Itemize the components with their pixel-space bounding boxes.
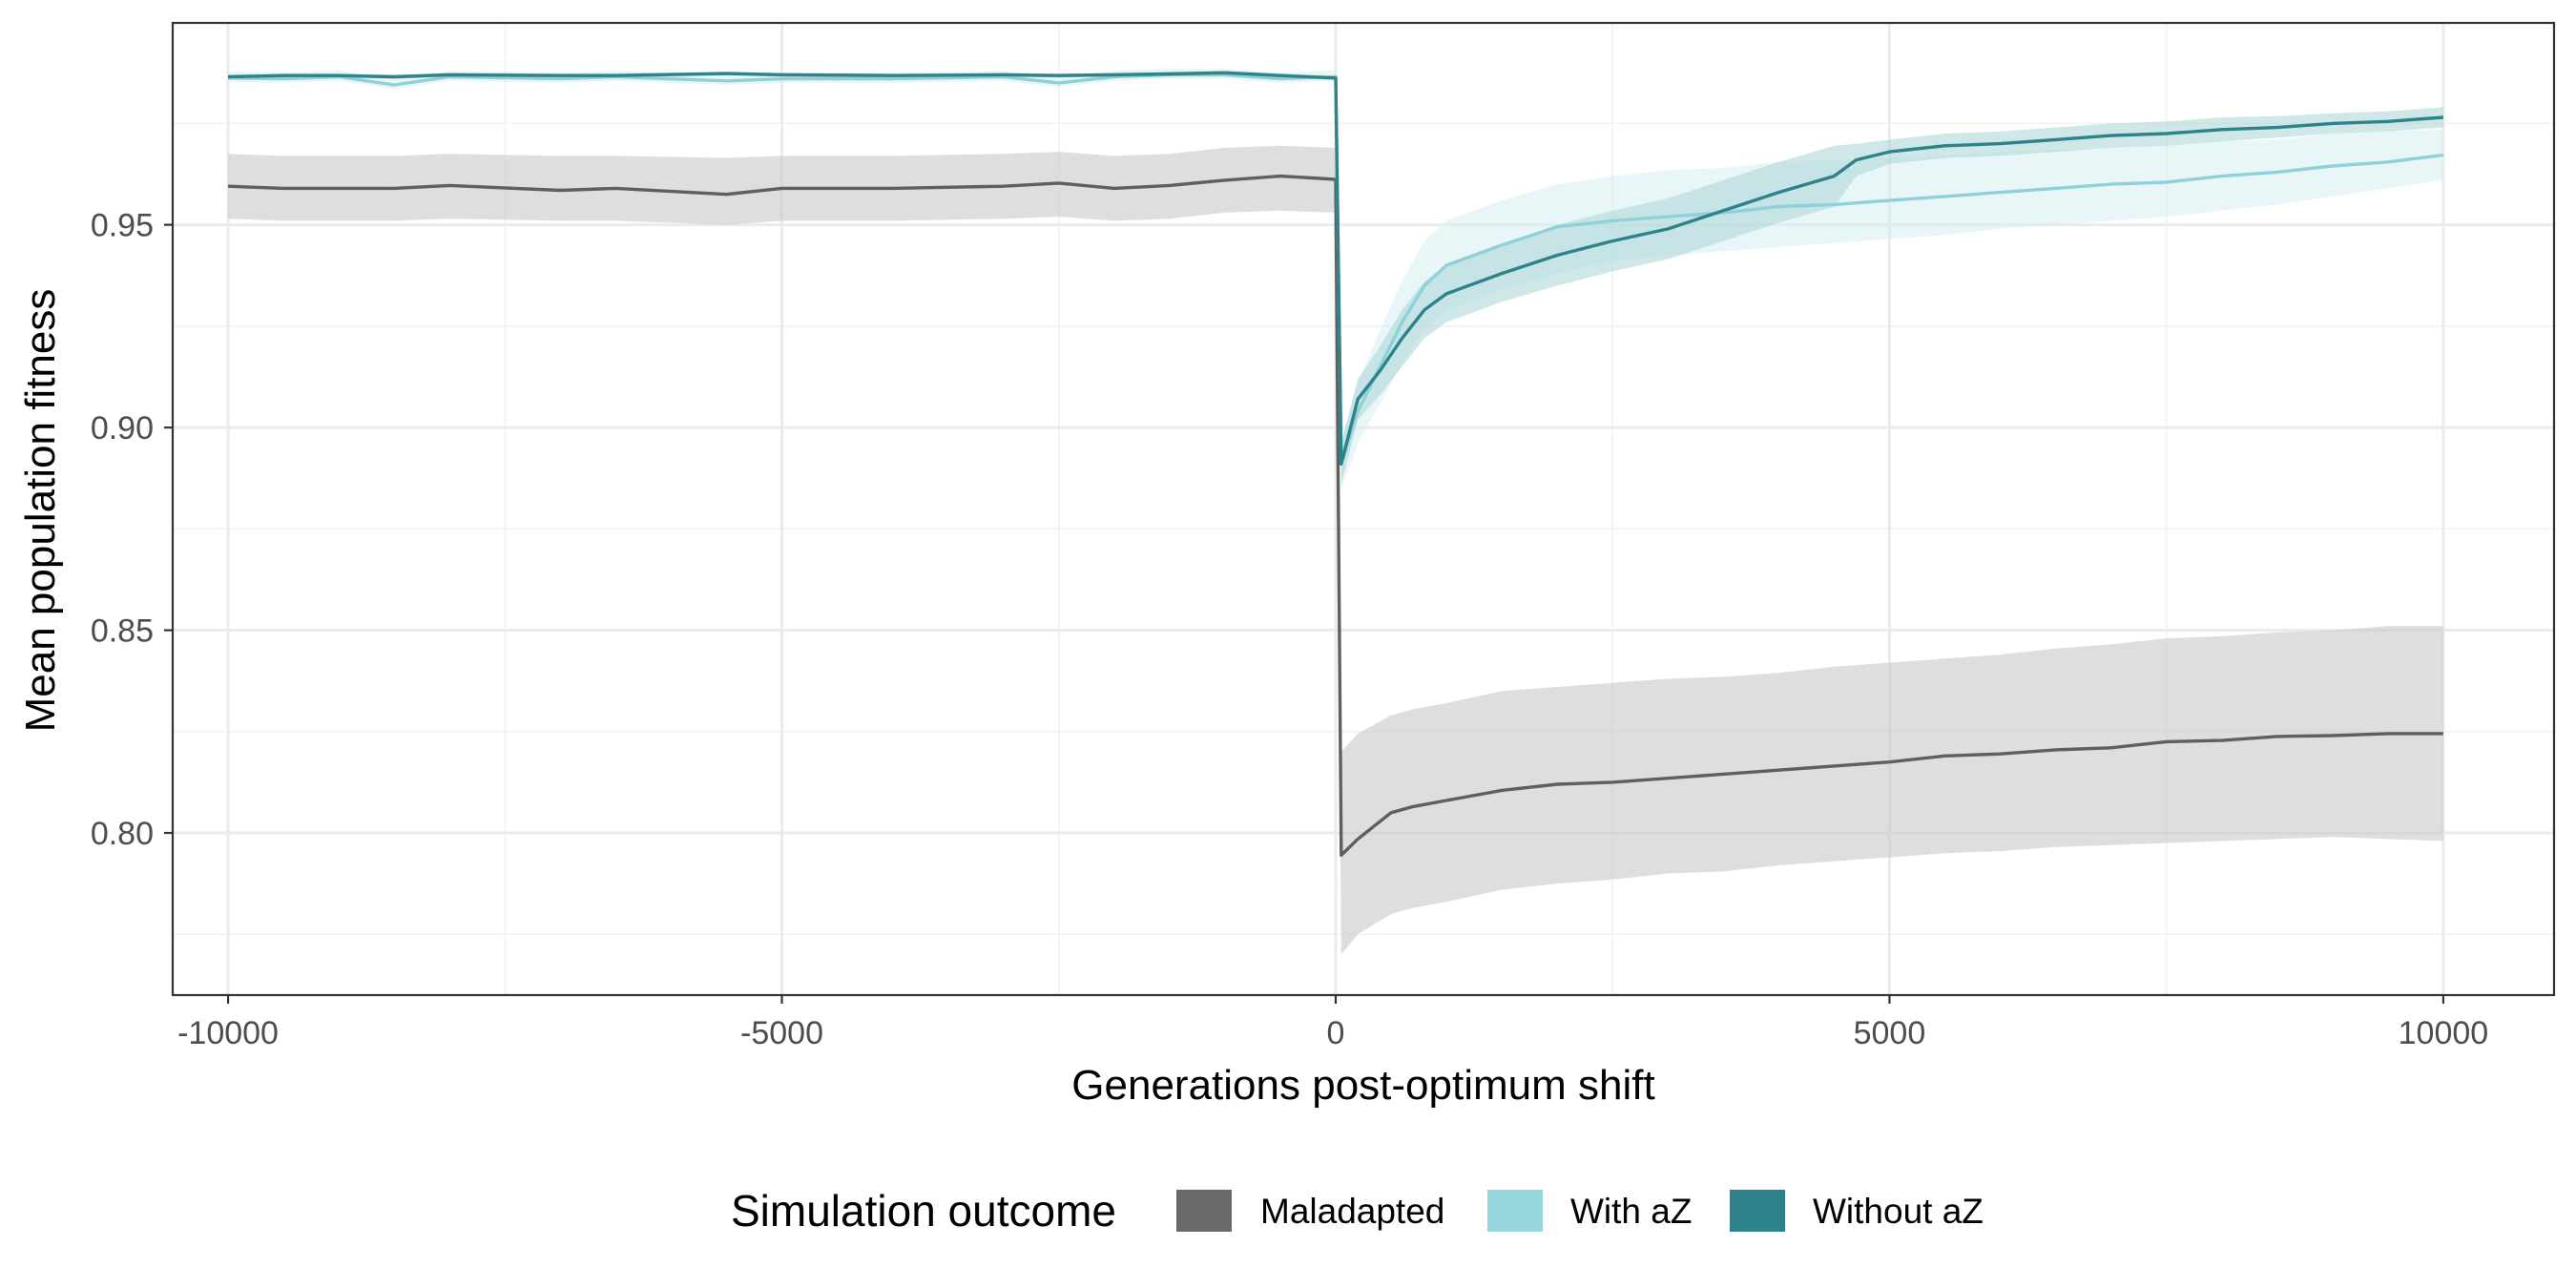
legend-key-without-az	[1730, 1190, 1785, 1232]
x-tick-label: 10000	[2399, 1015, 2489, 1051]
band-with-az	[228, 69, 2443, 488]
x-axis: -10000 -5000 0 5000 10000	[177, 995, 2488, 1051]
y-tick-label: 0.85	[91, 613, 154, 650]
legend-title: Simulation outcome	[731, 1186, 1116, 1236]
legend-key-with-az	[1487, 1190, 1543, 1232]
line-maladapted	[227, 174, 2443, 858]
y-axis: 0.80 0.85 0.90 0.95	[91, 208, 173, 852]
line-with-az	[227, 73, 2444, 466]
y-tick-label: 0.80	[91, 816, 154, 852]
legend-label-with-az: With aZ	[1570, 1192, 1692, 1231]
legend-key-maladapted	[1176, 1190, 1232, 1232]
series-lines	[227, 71, 2444, 858]
legend-label-maladapted: Maladapted	[1260, 1192, 1444, 1231]
band-maladapted	[228, 145, 2443, 955]
legend-label-without-az: Without aZ	[1813, 1192, 1984, 1231]
x-tick-label: -10000	[177, 1015, 279, 1051]
y-axis-title: Mean population fitness	[17, 289, 64, 733]
x-tick-label: 0	[1327, 1015, 1345, 1051]
plot-panel-border	[171, 21, 2556, 997]
confidence-bands	[228, 69, 2443, 955]
line-without-az	[227, 71, 2444, 466]
y-tick-label: 0.90	[91, 410, 154, 447]
x-tick-label: -5000	[740, 1015, 823, 1051]
x-axis-title: Generations post-optimum shift	[1071, 1062, 1654, 1109]
x-tick-label: 5000	[1854, 1015, 1926, 1051]
panel-border-rect	[171, 21, 2556, 997]
y-tick-label: 0.95	[91, 208, 154, 244]
legend: Simulation outcome Maladapted With aZ With…	[731, 1186, 1984, 1236]
